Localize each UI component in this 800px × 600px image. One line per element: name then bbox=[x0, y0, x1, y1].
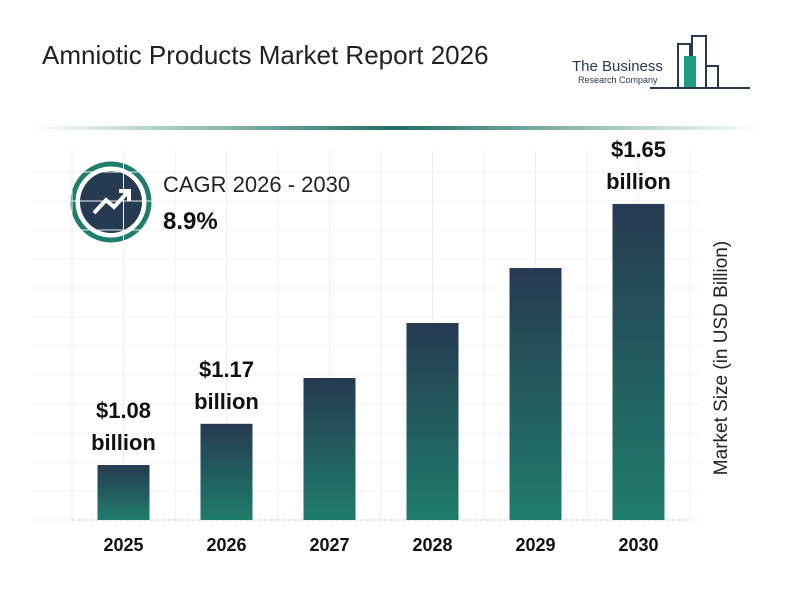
x-tick-label: 2026 bbox=[206, 535, 247, 555]
cagr-label: CAGR 2026 - 2030 bbox=[163, 172, 351, 197]
logo-text: The Business bbox=[572, 58, 663, 75]
cagr-value: 8.9% bbox=[163, 208, 218, 235]
value-label: $1.65 billion bbox=[606, 136, 671, 194]
logo-subtext: Research Company bbox=[578, 75, 658, 85]
value-label: $1.08 billion bbox=[91, 398, 156, 456]
bar bbox=[406, 323, 459, 520]
x-tick-label: 2028 bbox=[412, 535, 453, 555]
bar bbox=[97, 465, 150, 520]
x-tick-label: 2029 bbox=[515, 535, 556, 555]
y-axis-label: Market Size (in USD Billion) bbox=[711, 240, 732, 476]
bar bbox=[200, 423, 253, 520]
bar bbox=[509, 268, 562, 520]
bar bbox=[303, 377, 356, 520]
divider bbox=[30, 126, 760, 130]
x-tick-label: 2025 bbox=[103, 535, 144, 555]
x-tick-label: 2027 bbox=[309, 535, 350, 555]
value-label: $1.17 billion bbox=[194, 356, 259, 414]
x-tick-label: 2030 bbox=[618, 535, 659, 555]
cagr-icon bbox=[70, 161, 152, 243]
bar bbox=[612, 203, 665, 521]
title: Amniotic Products Market Report 2026 bbox=[42, 40, 489, 70]
logo-icon bbox=[650, 35, 750, 89]
